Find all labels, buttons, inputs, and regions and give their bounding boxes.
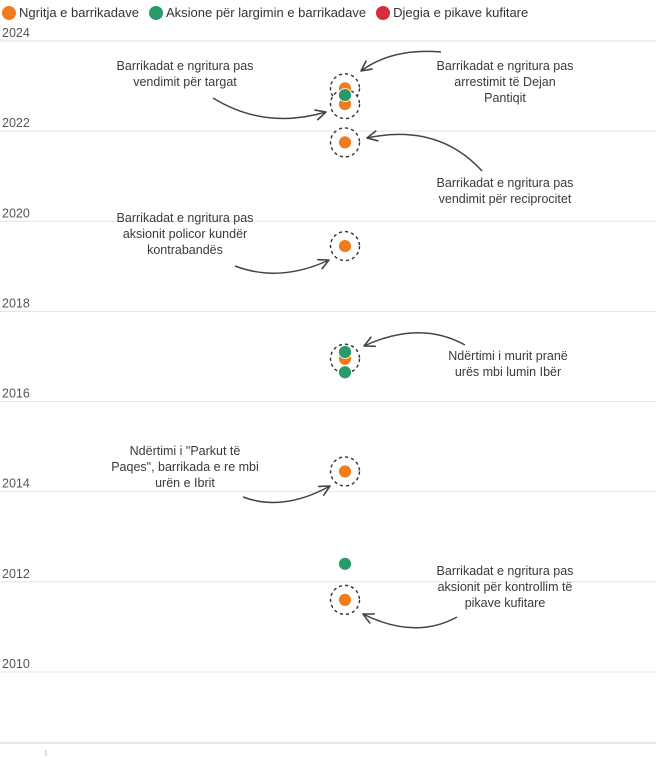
annotation-line: Barrikadat e ngritura pas — [437, 564, 574, 578]
y-tick-label-2022: 2022 — [2, 116, 30, 130]
chart-legend: Ngritja e barrikadave Aksione për largim… — [2, 5, 528, 20]
data-points — [338, 81, 352, 607]
y-tick-label-2014: 2014 — [2, 477, 30, 491]
annotation-5: Ndërtimi i murit pranë urës mbi lumin Ibë… — [448, 349, 568, 379]
data-point-series2-3 — [338, 365, 352, 380]
annotation-line: Pantiqit — [484, 91, 526, 105]
annotation-line: Barrikadat e ngritura pas — [117, 59, 254, 73]
legend-item-barricade-removal: Aksione për largimin e barrikadave — [148, 5, 367, 20]
legend-item-barricades-raised: Ngritja e barrikadave — [2, 5, 139, 20]
y-tick-label-2018: 2018 — [2, 296, 30, 310]
annotation-line: urën e Ibrit — [155, 476, 215, 490]
annotation-arrow-6 — [242, 485, 331, 504]
legend-swatch-red — [376, 5, 391, 20]
annotation-line: Barrikadat e ngritura pas — [437, 59, 574, 73]
data-point-series2-1 — [338, 88, 352, 102]
annotation-line: urës mbi lumin Ibër — [455, 365, 561, 379]
gridlines — [0, 40, 656, 756]
y-axis-ticks: 2010 2012 2014 2016 2018 2020 2022 2024 — [2, 26, 30, 671]
annotation-line: Barrikadat e ngritura pas — [437, 176, 574, 190]
annotation-3: Barrikadat e ngritura pas vendimit për re… — [437, 176, 574, 206]
highlight-rings — [329, 73, 361, 616]
data-point-series1-6 — [338, 464, 352, 479]
data-point-series1-4 — [338, 239, 352, 253]
annotation-arrow-4 — [234, 258, 330, 274]
data-point-series2-2 — [338, 345, 352, 359]
legend-swatch-orange — [2, 5, 16, 20]
legend-label: Aksione për largimin e barrikadave — [165, 5, 367, 20]
annotation-line: aksionit policor kundër — [123, 227, 247, 241]
legend-label: Ngritja e barrikadave — [19, 5, 139, 20]
data-point-series1-3 — [338, 135, 352, 150]
legend-item-border-points-burned: Djegia e pikave kufitare — [376, 5, 528, 20]
annotations: Barrikadat e ngritura pas vendimit për ta… — [111, 59, 573, 610]
annotation-arrows — [212, 50, 483, 629]
annotation-2: Barrikadat e ngritura pas arrestimit të D… — [437, 59, 574, 105]
annotation-1: Barrikadat e ngritura pas vendimit për ta… — [117, 59, 254, 89]
legend-swatch-green — [148, 5, 163, 20]
annotation-line: pikave kufitare — [465, 596, 546, 610]
annotation-arrow-3 — [366, 130, 483, 172]
annotation-arrow-7 — [362, 613, 458, 629]
data-point-series1-7 — [338, 592, 352, 607]
annotation-4: Barrikadat e ngritura pas aksionit polico… — [117, 211, 254, 257]
annotation-line: vendimit për targat — [133, 75, 237, 89]
annotation-line: aksionit për kontrollim të — [438, 580, 573, 594]
annotation-line: Ndërtimi i murit pranë — [448, 349, 568, 363]
annotation-arrow-1 — [212, 97, 327, 121]
y-tick-label-2012: 2012 — [2, 567, 30, 581]
annotation-arrow-2 — [360, 50, 442, 72]
legend-label: Djegia e pikave kufitare — [393, 5, 529, 20]
annotation-line: arrestimit të Dejan — [454, 75, 555, 89]
annotation-line: Barrikadat e ngritura pas — [117, 211, 254, 225]
annotation-arrow-5 — [363, 332, 466, 348]
annotation-6: Ndërtimi i "Parkut të Paqes", barrikada e… — [111, 444, 259, 490]
data-point-series2-4 — [338, 556, 352, 571]
annotation-line: Ndërtimi i "Parkut të — [130, 444, 241, 458]
annotation-line: vendimit për reciprocitet — [439, 192, 572, 206]
annotation-line: kontrabandës — [147, 243, 223, 257]
annotation-7: Barrikadat e ngritura pas aksionit për ko… — [437, 564, 574, 610]
y-tick-label-2024: 2024 — [2, 26, 30, 40]
y-tick-label-2016: 2016 — [2, 387, 30, 401]
y-tick-label-2020: 2020 — [2, 206, 30, 220]
y-tick-label-2010: 2010 — [2, 657, 30, 671]
annotation-line: Paqes", barrikada e re mbi — [111, 460, 259, 474]
